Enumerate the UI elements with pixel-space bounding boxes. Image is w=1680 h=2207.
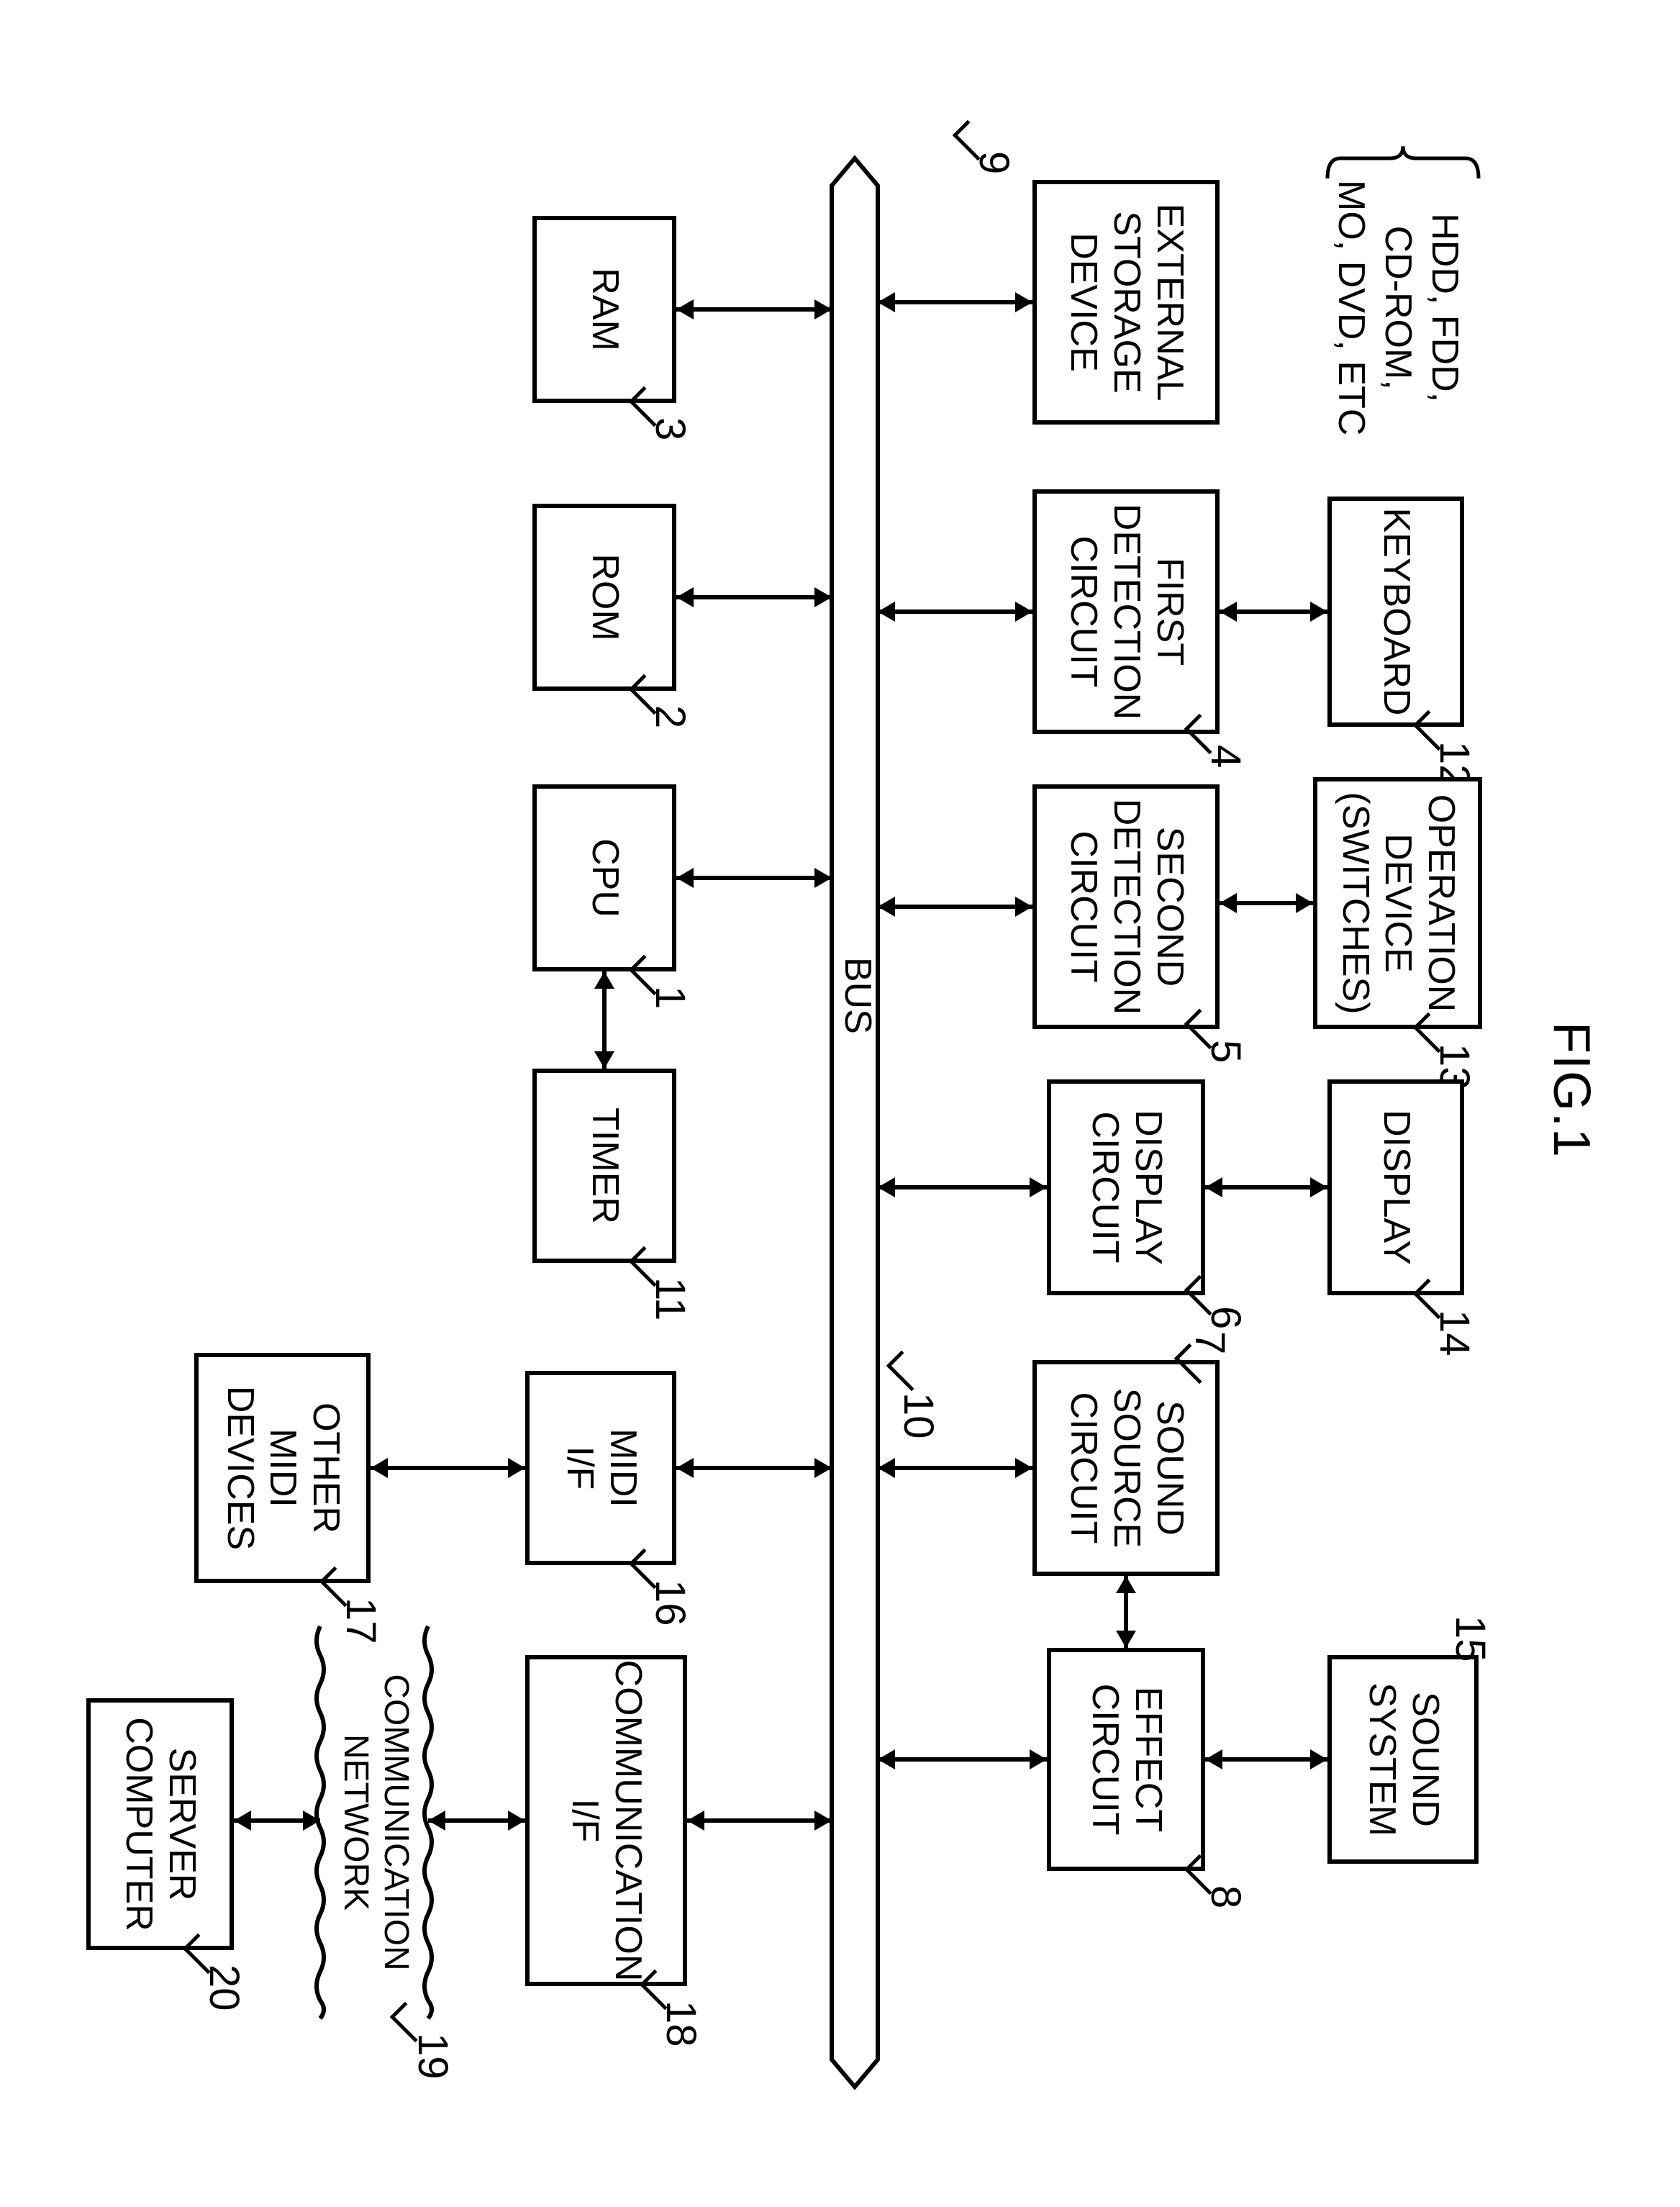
arrowhead [594,971,614,989]
arrowhead [878,1177,895,1197]
arrowhead [1015,1458,1032,1478]
arrowhead [1116,1576,1136,1593]
block-op-device: OPERATIONDEVICE(SWITCHES) [1313,777,1482,1029]
block-disp-ckt: DISPLAYCIRCUIT [1047,1079,1205,1295]
arrowhead [428,1811,445,1831]
figure-title: FIG.1 [1542,1022,1601,1159]
block-server: SERVERCOMPUTER [86,1698,234,1950]
block-midi-dev: OTHERMIDIDEVICES [194,1353,371,1583]
block-sound-sys: SOUNDSYSTEM [1327,1655,1479,1864]
arrowhead [687,1811,704,1831]
arrowhead [676,299,694,320]
ref-10: 10 [894,1392,943,1439]
arrowhead [1205,1177,1222,1197]
arrowhead [1310,1749,1327,1769]
arrowhead [371,1458,388,1478]
block-keyboard: KEYBOARD [1327,497,1464,727]
arrowhead [1116,1631,1136,1648]
block-rom: ROM [532,504,676,691]
block-midi: MIDII/F [525,1371,676,1565]
block-display: DISPLAY [1327,1079,1464,1295]
network-label: NETWORK [337,1734,375,1911]
block-eff-ckt: EFFECTCIRCUIT [1047,1648,1205,1871]
arrowhead [814,1458,832,1478]
bus [832,158,878,2087]
arrowhead [1296,893,1313,913]
arrowhead [878,1749,895,1769]
arrowhead [878,602,895,622]
arrowhead [878,897,895,917]
arrowhead [508,1458,525,1478]
block-first-det: FIRSTDETECTIONCIRCUIT [1032,489,1220,734]
arrowhead [676,587,694,607]
arrowhead [814,1811,832,1831]
arrowhead [1220,602,1237,622]
block-cpu: CPU [532,784,676,971]
arrowhead [676,868,694,888]
arrowhead [1310,1177,1327,1197]
arrowhead [878,292,895,312]
arrowhead [234,1811,251,1831]
storage-media-note: HDD, FDD,CD-ROM,MO, DVD, ETC [1327,180,1468,435]
arrowhead [1310,602,1327,622]
arrowhead [594,1051,614,1069]
block-ext-storage: EXTERNALSTORAGEDEVICE [1032,180,1220,425]
arrowhead [814,587,832,607]
storage-brace [1327,146,1479,178]
block-ram: RAM [532,216,676,403]
bus-label: BUS [837,957,878,1034]
arrowhead [1015,292,1032,312]
arrowhead [878,1458,895,1478]
arrowhead [1015,602,1032,622]
arrowhead [1030,1749,1047,1769]
block-src-ckt: SOUNDSOURCECIRCUIT [1032,1360,1220,1576]
network-label: COMMUNICATION [377,1674,415,1970]
arrowhead [508,1811,525,1831]
arrowhead [1220,893,1237,913]
block-second-det: SECONDDETECTIONCIRCUIT [1032,784,1220,1029]
arrowhead [1015,897,1032,917]
ref-15: 15 [1446,1615,1494,1662]
block-comm: COMMUNICATIONI/F [525,1655,687,1986]
arrowhead [676,1458,694,1478]
block-timer: TIMER [532,1069,676,1263]
arrowhead [814,299,832,320]
arrowhead [814,868,832,888]
arrowhead [1030,1177,1047,1197]
arrowhead [1205,1749,1222,1769]
